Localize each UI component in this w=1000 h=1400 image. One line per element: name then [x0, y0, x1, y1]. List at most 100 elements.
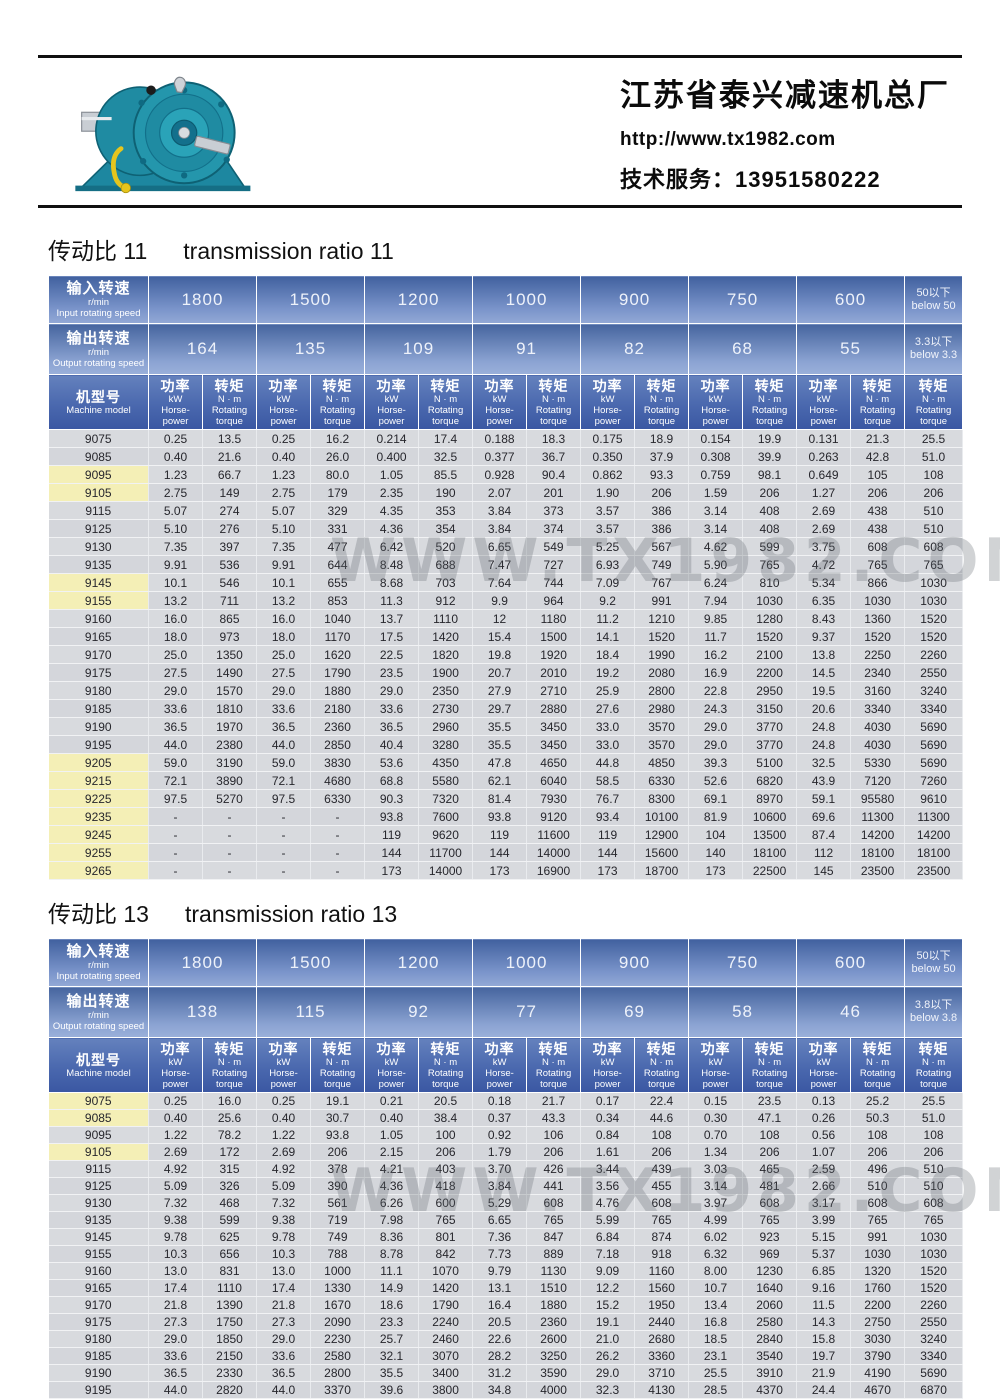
- value-cell: 3.70: [472, 1160, 528, 1178]
- value-cell: 22.5: [364, 645, 420, 664]
- value-cell: 4350: [418, 753, 474, 772]
- input-speed-header: 1800: [147, 938, 258, 987]
- value-cell: 47.1: [742, 1109, 798, 1127]
- torque-unit: N · m: [433, 393, 458, 405]
- torque-zh: 转矩: [918, 377, 949, 394]
- value-cell: 6.42: [364, 537, 420, 556]
- value-cell: 44.6: [634, 1109, 690, 1127]
- value-cell: 80.0: [310, 465, 366, 484]
- value-cell: 386: [634, 519, 690, 538]
- value-cell: 7.94: [688, 591, 744, 610]
- value-cell: 1620: [310, 645, 366, 664]
- value-cell: 0.15: [688, 1092, 744, 1110]
- value-cell: 24.8: [796, 717, 852, 736]
- value-cell: 1.23: [256, 465, 312, 484]
- model-cell: 9225: [48, 789, 149, 808]
- value-cell: 206: [418, 1143, 474, 1161]
- value-cell: 23500: [904, 861, 964, 880]
- value-cell: 4000: [526, 1381, 582, 1399]
- value-cell: 93.4: [580, 807, 636, 826]
- value-cell: 801: [418, 1228, 474, 1246]
- value-cell: 10600: [742, 807, 798, 826]
- value-cell: 50.3: [850, 1109, 906, 1127]
- value-cell: 2550: [904, 663, 964, 682]
- output-below-range-header: 3.3以下 below 3.3: [904, 323, 964, 375]
- value-cell: 30.7: [310, 1109, 366, 1127]
- model-cell: 9130: [48, 537, 149, 556]
- value-cell: 2680: [634, 1330, 690, 1348]
- value-cell: 39.3: [688, 753, 744, 772]
- value-cell: 6.84: [580, 1228, 636, 1246]
- section-title-en: transmission ratio 13: [184, 901, 398, 927]
- value-cell: 4.21: [364, 1160, 420, 1178]
- value-cell: 600: [418, 1194, 474, 1212]
- value-cell: 3.57: [580, 519, 636, 538]
- value-cell: 688: [418, 555, 474, 574]
- value-cell: 0.214: [364, 429, 420, 448]
- value-cell: 9.91: [256, 555, 312, 574]
- value-cell: 33.6: [364, 699, 420, 718]
- value-cell: 1.90: [580, 483, 636, 502]
- value-cell: 5330: [850, 753, 906, 772]
- value-cell: 29.0: [256, 1330, 312, 1348]
- value-cell: 8.43: [796, 609, 852, 628]
- value-cell: 2.75: [148, 483, 203, 502]
- value-cell: 25.0: [148, 645, 203, 664]
- value-cell: 29.0: [688, 717, 744, 736]
- value-cell: 329: [310, 501, 366, 520]
- input-speed-value: 600: [834, 289, 867, 309]
- value-cell: 29.0: [148, 681, 203, 700]
- value-cell: 145: [796, 861, 852, 880]
- value-cell: 6.93: [580, 555, 636, 574]
- value-cell: 15600: [634, 843, 690, 862]
- value-cell: 727: [526, 555, 582, 574]
- value-cell: 3.14: [688, 501, 744, 520]
- torque-en: Rotating torque: [211, 404, 248, 427]
- power-en: Horse-power: [377, 1067, 406, 1090]
- value-cell: 28.5: [688, 1381, 744, 1399]
- value-cell: 4030: [850, 717, 906, 736]
- value-cell: 719: [310, 1211, 366, 1229]
- value-cell: 408: [742, 519, 798, 538]
- model-column-header: 机型号 Machine model: [48, 374, 149, 430]
- torque-zh: 转矩: [322, 1040, 353, 1057]
- value-cell: 2.69: [148, 1143, 203, 1161]
- torque-zh: 转矩: [862, 1040, 893, 1057]
- value-cell: 2.35: [364, 483, 420, 502]
- value-cell: 608: [742, 1194, 798, 1212]
- value-cell: 2550: [904, 1313, 964, 1331]
- service-phone: 技术服务：13951580222: [620, 166, 881, 192]
- value-cell: 5690: [904, 1364, 964, 1382]
- value-cell: 9.2: [580, 591, 636, 610]
- value-cell: 19.9: [742, 429, 798, 448]
- torque-en: Rotating torque: [643, 404, 680, 427]
- value-cell: 5690: [904, 735, 964, 754]
- value-cell: 608: [634, 1194, 690, 1212]
- value-cell: 386: [634, 501, 690, 520]
- input-label-en: Input rotating speed: [56, 971, 141, 982]
- power-column-header: 功率 kW Horse-power: [148, 1037, 203, 1093]
- model-cell: 9165: [48, 1279, 149, 1297]
- value-cell: -: [310, 843, 366, 862]
- value-cell: 5.99: [580, 1211, 636, 1229]
- value-cell: 5690: [904, 717, 964, 736]
- value-cell: 1760: [850, 1279, 906, 1297]
- value-cell: 2150: [202, 1347, 258, 1365]
- value-cell: 2440: [634, 1313, 690, 1331]
- value-cell: 11.7: [688, 627, 744, 646]
- value-cell: 3570: [634, 735, 690, 754]
- value-cell: 10100: [634, 807, 690, 826]
- output-speed-header: 77: [472, 986, 582, 1038]
- value-cell: -: [202, 843, 258, 862]
- power-unit: kW: [276, 1056, 291, 1068]
- value-cell: 3240: [904, 1330, 964, 1348]
- value-cell: 5.07: [148, 501, 203, 520]
- value-cell: 1510: [526, 1279, 582, 1297]
- input-label-unit: r/min: [87, 960, 110, 971]
- value-cell: 9.85: [688, 609, 744, 628]
- value-cell: 644: [310, 555, 366, 574]
- torque-unit: N · m: [921, 1056, 946, 1068]
- value-cell: 6.35: [796, 591, 852, 610]
- model-cell: 9115: [48, 1160, 149, 1178]
- value-cell: 18100: [904, 843, 964, 862]
